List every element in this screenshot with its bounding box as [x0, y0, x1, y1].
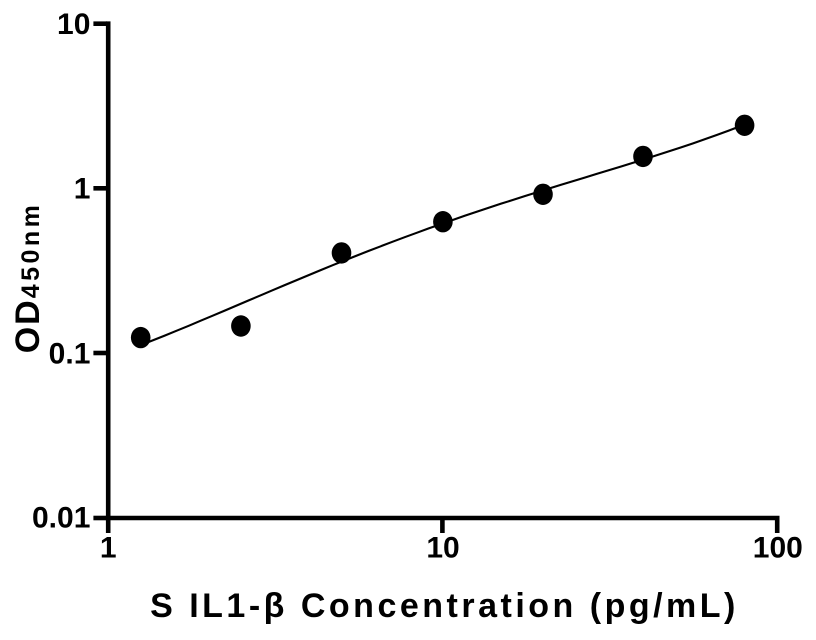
svg-text:100: 100 [753, 532, 803, 565]
svg-text:OD450nm: OD450nm [9, 202, 47, 354]
svg-text:1: 1 [74, 173, 91, 206]
svg-text:0.01: 0.01 [32, 501, 90, 534]
svg-text:0.1: 0.1 [49, 338, 91, 371]
svg-text:10: 10 [57, 8, 90, 41]
svg-text:1: 1 [100, 532, 117, 565]
svg-text:S IL1-β Concentration (pg/mL): S IL1-β Concentration (pg/mL) [150, 587, 739, 625]
svg-text:10: 10 [426, 532, 459, 565]
